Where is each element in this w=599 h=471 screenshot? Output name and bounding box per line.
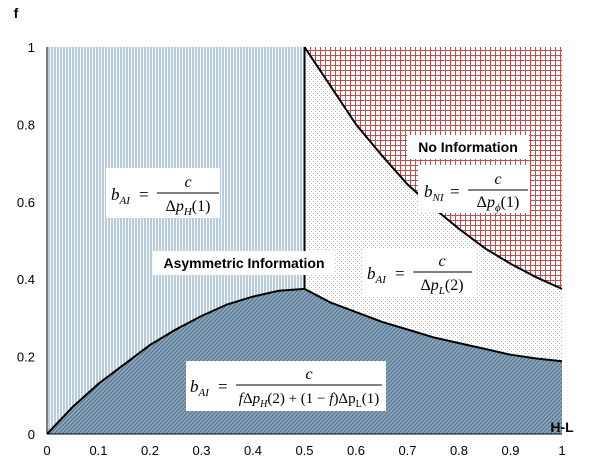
formula-dotted-region: bAI = c ΔpL(2) — [362, 248, 476, 297]
x-axis-title: H-L — [550, 419, 574, 435]
y-tick-label: 0.2 — [17, 350, 35, 365]
svg-text:ΔpH(1): ΔpH(1) — [166, 198, 211, 218]
asymmetric-information-label-bg — [153, 251, 335, 275]
svg-text:=: = — [450, 182, 460, 201]
no-information-label: No Information — [418, 139, 518, 155]
formula-bottom-region: bAI = c fΔpH(2) + (1 − f)ΔpL(1) — [186, 361, 386, 411]
asymmetric-information-label: Asymmetric Information — [163, 255, 324, 271]
x-tick-label: 0.1 — [89, 443, 107, 458]
svg-text:c: c — [184, 174, 191, 191]
no-information-label-bg — [407, 135, 529, 159]
svg-text:fΔpH(2) + (1 − f)ΔpL(1): fΔpH(2) + (1 − f)ΔpL(1) — [239, 391, 379, 410]
y-tick-label: 0.6 — [17, 195, 35, 210]
svg-text:Δpϕ(1): Δpϕ(1) — [477, 194, 520, 214]
svg-text:=: = — [139, 185, 149, 204]
formula-asymmetric-information: bAI = c ΔpH(1) — [106, 168, 220, 218]
x-tick-label: 0 — [43, 443, 50, 458]
x-tick-label: 0.8 — [450, 443, 468, 458]
x-tick-label: 0.9 — [501, 443, 519, 458]
svg-text:=: = — [395, 264, 405, 283]
lower-boundary-curve — [46, 287, 563, 435]
y-tick-label: 0.8 — [17, 117, 35, 132]
x-tick-label: 0.4 — [244, 443, 262, 458]
x-tick-label: 1 — [558, 443, 565, 458]
svg-text:c: c — [494, 171, 501, 188]
y-tick-label: 1 — [28, 40, 35, 55]
x-ticks: 0 0.1 0.2 0.3 0.4 0.5 0.6 0.7 0.8 0.9 1 — [43, 443, 565, 458]
y-tick-label: 0 — [28, 427, 35, 442]
svg-text:=: = — [218, 377, 228, 396]
y-tick-label: 0.4 — [17, 272, 35, 287]
formula-no-information: bNI = c Δpϕ(1) — [418, 165, 530, 214]
x-tick-label: 0.2 — [141, 443, 159, 458]
x-tick-label: 0.6 — [347, 443, 365, 458]
svg-text:c: c — [438, 253, 445, 270]
y-axis-title: f — [14, 5, 19, 21]
x-tick-label: 0.3 — [192, 443, 210, 458]
asymmetric-information-region — [47, 47, 305, 434]
svg-text:ΔpL(2): ΔpL(2) — [420, 277, 463, 297]
x-tick-label: 0.5 — [295, 443, 313, 458]
svg-text:c: c — [305, 366, 312, 383]
x-tick-label: 0.7 — [398, 443, 416, 458]
y-ticks: 0 0.2 0.4 0.6 0.8 1 — [17, 40, 35, 442]
